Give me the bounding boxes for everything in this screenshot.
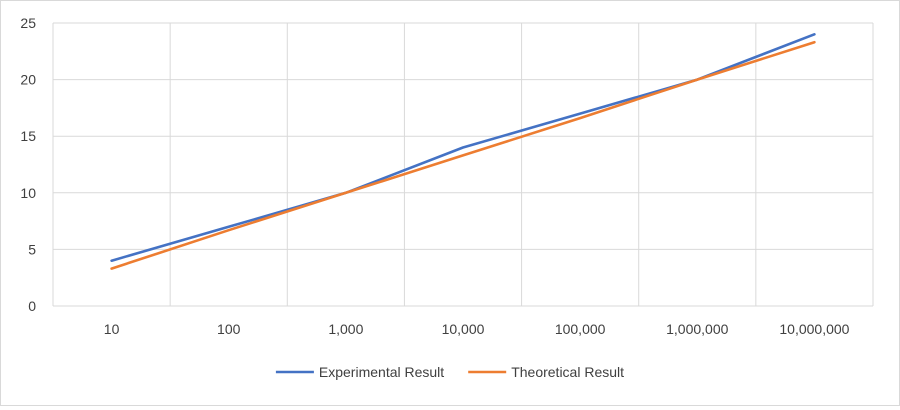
x-tick-label: 100,000: [555, 321, 606, 337]
y-axis-ticks: 0 5 10 15 20 25: [20, 15, 36, 314]
y-tick-label: 15: [20, 128, 36, 144]
legend-label: Theoretical Result: [511, 364, 624, 380]
series-line-1: [110, 40, 816, 270]
legend-item: Theoretical Result: [468, 364, 624, 380]
y-tick-label: 25: [20, 15, 36, 31]
x-tick-label: 10,000,000: [779, 321, 849, 337]
legend: Experimental Result Theoretical Result: [275, 364, 624, 380]
x-axis-ticks: 10 100 1,000 10,000 100,000 1,000,000 10,000,0…: [104, 321, 850, 337]
series-lines: [110, 32, 816, 270]
legend-item: Experimental Result: [275, 364, 444, 380]
x-tick-label: 1,000,000: [666, 321, 728, 337]
x-tick-label: 10,000: [442, 321, 485, 337]
x-tick-label: 1,000: [328, 321, 363, 337]
series-line-0: [110, 32, 816, 263]
y-tick-label: 10: [20, 185, 36, 201]
y-tick-label: 20: [20, 72, 36, 88]
x-tick-label: 10: [104, 321, 120, 337]
y-tick-label: 0: [28, 298, 36, 314]
grid-lines: [52, 22, 874, 307]
legend-label: Experimental Result: [319, 364, 444, 380]
x-tick-label: 100: [217, 321, 241, 337]
y-tick-label: 5: [28, 241, 36, 257]
